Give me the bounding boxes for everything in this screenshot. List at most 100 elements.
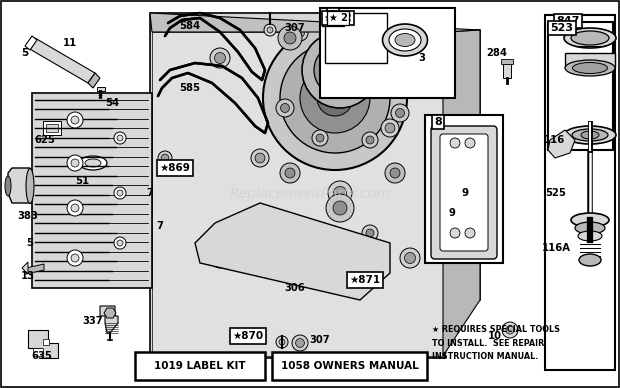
Circle shape [117,240,123,246]
Circle shape [292,25,308,41]
Text: 1019 LABEL KIT: 1019 LABEL KIT [154,361,246,371]
Bar [425,115,503,263]
Circle shape [400,48,420,68]
Circle shape [114,187,126,199]
Text: 284: 284 [487,48,508,58]
Bar [135,352,265,380]
Bar [272,352,427,380]
Polygon shape [32,93,152,288]
Text: 116A: 116A [541,243,570,253]
Circle shape [67,112,83,128]
Bar [548,22,613,150]
Ellipse shape [383,24,428,56]
Ellipse shape [579,254,601,266]
Circle shape [292,335,308,351]
Polygon shape [443,30,480,356]
Ellipse shape [571,213,609,227]
Text: 116: 116 [543,135,565,145]
Circle shape [506,326,514,334]
Polygon shape [8,168,30,203]
Circle shape [251,149,269,167]
Text: ReplacementParts.com: ReplacementParts.com [229,187,391,201]
Text: 523: 523 [551,23,574,33]
Circle shape [67,250,83,266]
Circle shape [71,204,79,212]
Circle shape [326,56,354,84]
Text: 337: 337 [82,316,104,326]
Text: 306: 306 [285,283,306,293]
Polygon shape [565,53,615,68]
Circle shape [396,109,404,118]
Text: 9: 9 [448,208,456,218]
Text: 584: 584 [179,21,200,31]
Circle shape [302,225,318,241]
Circle shape [117,190,123,196]
Circle shape [362,132,378,148]
Circle shape [465,228,475,238]
Circle shape [306,229,314,237]
Bar [503,64,511,78]
Circle shape [280,43,390,153]
Circle shape [328,181,352,205]
Bar [545,15,615,370]
Ellipse shape [572,62,608,73]
Circle shape [276,336,288,348]
Circle shape [390,168,400,178]
Ellipse shape [571,31,609,45]
Circle shape [161,154,169,162]
Circle shape [284,32,296,44]
Circle shape [334,186,347,199]
Ellipse shape [5,176,11,196]
Text: ★★ 2: ★★ 2 [324,13,352,23]
Bar [46,124,58,132]
Circle shape [385,123,395,133]
Circle shape [285,168,295,178]
Text: ★ 2: ★ 2 [329,13,347,23]
Circle shape [366,136,374,144]
Text: 3: 3 [418,53,425,63]
Text: 525: 525 [546,188,567,198]
Circle shape [67,200,83,216]
Circle shape [450,138,460,148]
Circle shape [436,154,444,162]
Text: 847: 847 [556,16,580,26]
Circle shape [385,163,405,183]
Circle shape [215,52,226,64]
Polygon shape [100,306,118,333]
Bar [325,13,387,63]
Text: 7: 7 [157,221,164,231]
Polygon shape [150,13,480,358]
Text: 635: 635 [32,351,53,361]
Polygon shape [548,130,575,158]
Bar [33,348,43,356]
Circle shape [267,27,273,33]
Circle shape [314,44,366,96]
Circle shape [114,132,126,144]
Circle shape [158,151,172,165]
Circle shape [296,29,304,37]
Bar [97,87,105,91]
Ellipse shape [572,129,608,141]
Ellipse shape [564,126,616,144]
Polygon shape [104,308,116,318]
Circle shape [210,48,230,68]
Circle shape [280,104,290,113]
Polygon shape [28,330,58,358]
Circle shape [316,134,324,142]
Bar [43,339,49,345]
Ellipse shape [85,159,101,167]
Polygon shape [195,203,390,300]
Polygon shape [150,13,480,32]
Polygon shape [36,110,68,150]
Text: 5: 5 [21,48,29,58]
Circle shape [390,33,400,43]
Ellipse shape [575,222,605,234]
Circle shape [67,155,83,171]
Circle shape [117,135,123,141]
Polygon shape [88,73,100,88]
Polygon shape [152,32,443,356]
Circle shape [71,159,79,167]
Circle shape [433,151,447,165]
Circle shape [465,138,475,148]
Circle shape [263,26,407,170]
